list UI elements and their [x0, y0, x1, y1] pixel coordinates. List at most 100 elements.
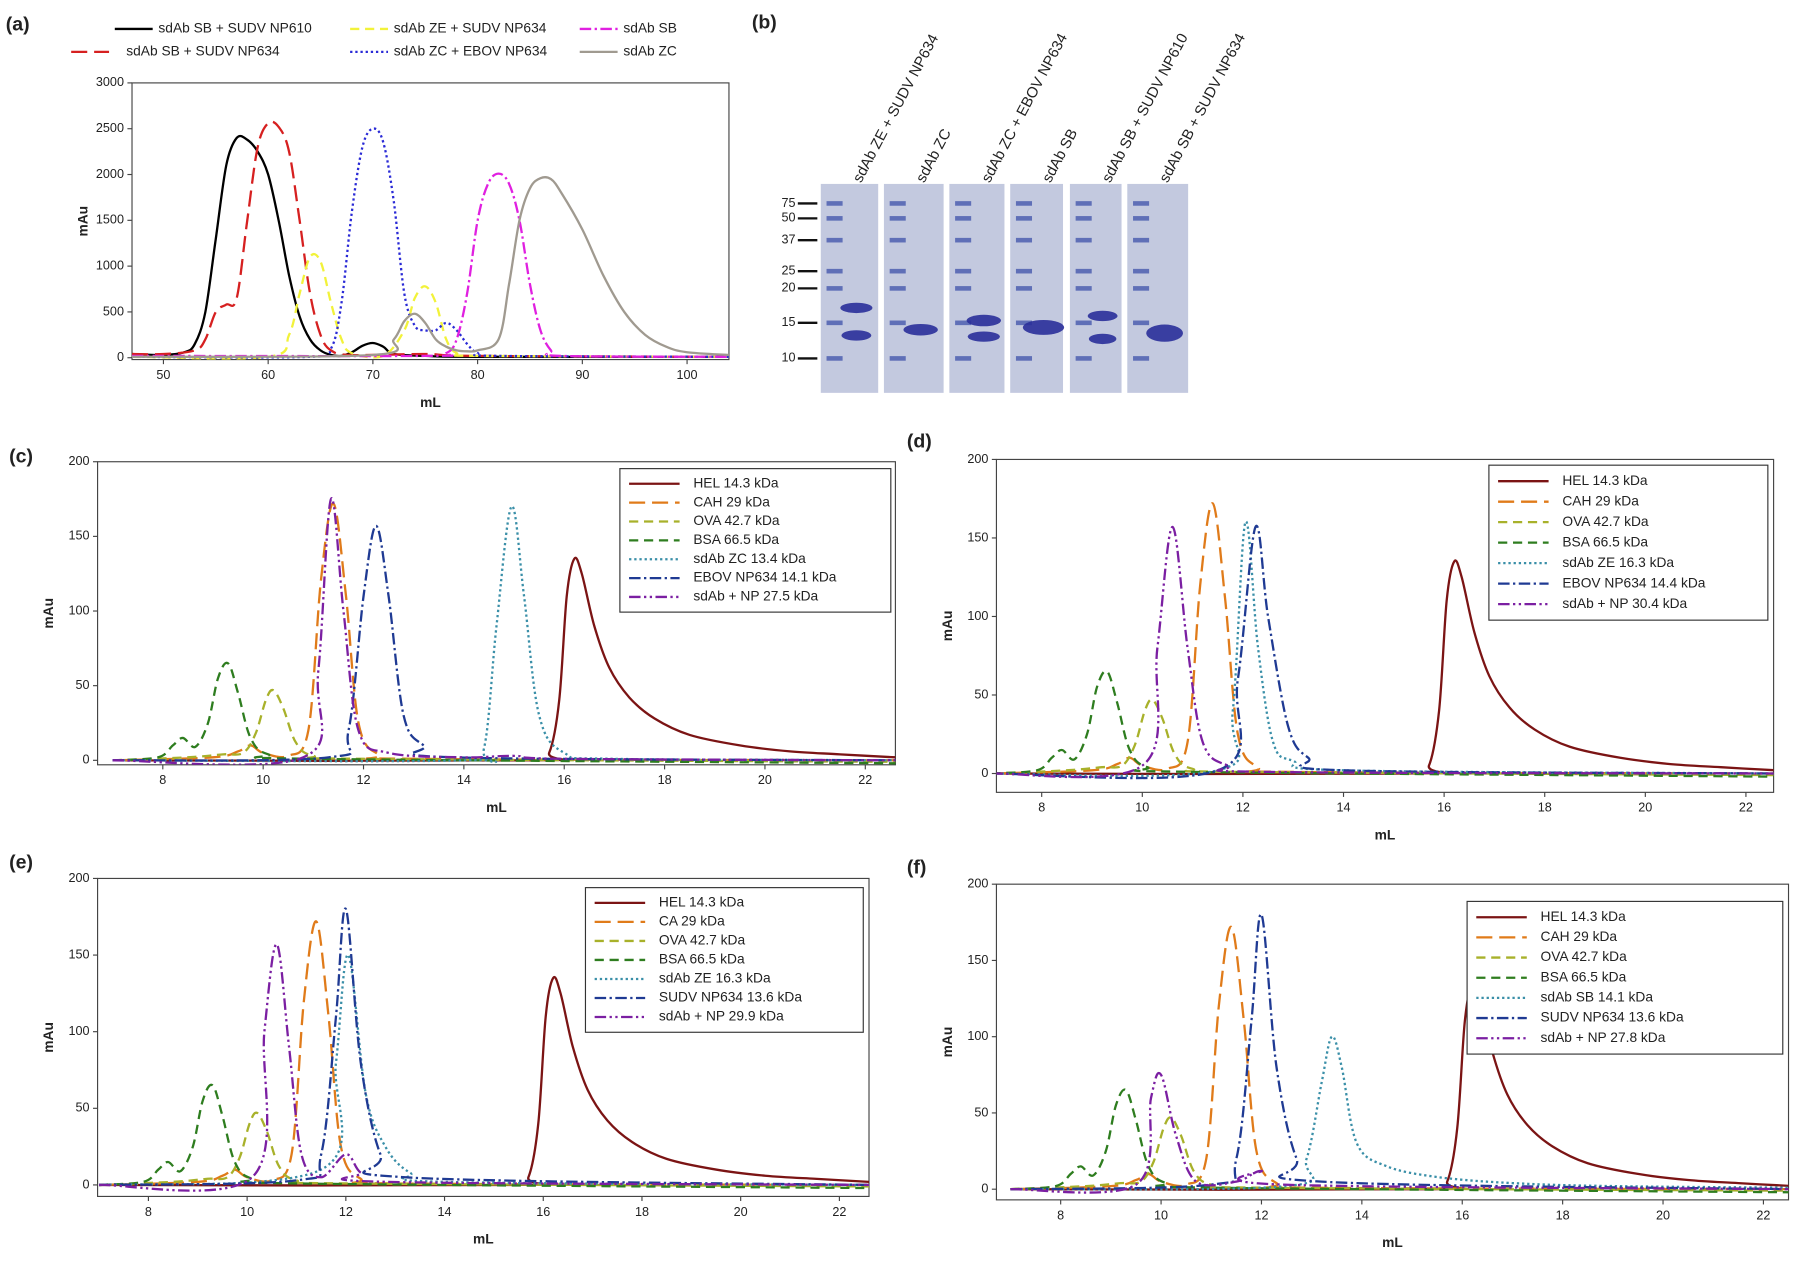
x-tick-label: 12: [339, 1205, 353, 1219]
x-tick-label: 60: [261, 368, 275, 382]
series-line: [132, 134, 729, 359]
y-tick-label: 200: [967, 452, 988, 466]
x-tick-label: 16: [1455, 1208, 1469, 1222]
y-tick-label: 2500: [96, 121, 124, 135]
x-tick-label: 10: [1154, 1208, 1168, 1222]
x-tick-label: 14: [1336, 801, 1350, 815]
ladder-band: [889, 201, 906, 206]
ladder-band: [889, 237, 906, 243]
ladder-band: [1075, 237, 1092, 243]
ladder-band: [955, 356, 972, 361]
series-group: [132, 120, 729, 360]
legend-label: SUDV NP634 13.6 kDa: [659, 990, 802, 1005]
series-line: [112, 502, 896, 762]
series-line: [99, 1111, 870, 1188]
x-tick-label: 18: [658, 773, 672, 787]
panel-label: (b): [752, 11, 777, 33]
legend-label: sdAb ZE + SUDV NP634: [394, 21, 547, 36]
marker-label: 25: [782, 263, 796, 277]
legend-label: sdAb + NP 29.9 kDa: [659, 1009, 784, 1024]
y-tick-label: 100: [967, 609, 988, 623]
y-axis-title: mAu: [75, 206, 90, 237]
legend-label: HEL 14.3 kDa: [1562, 473, 1648, 488]
ladder-band: [1133, 216, 1150, 221]
ladder-band: [1015, 237, 1033, 243]
legend-label: OVA 42.7 kDa: [659, 933, 746, 948]
x-tick-label: 70: [366, 368, 380, 382]
marker-label: 10: [782, 351, 796, 365]
ladder-band: [826, 216, 843, 221]
ladder-band: [889, 216, 906, 221]
ladder-band: [1133, 201, 1150, 206]
y-tick-label: 100: [68, 603, 89, 617]
legend-label: BSA 66.5 kDa: [1562, 534, 1648, 549]
x-tick-label: 14: [1355, 1208, 1369, 1222]
x-tick-label: 8: [145, 1205, 152, 1219]
lane-label: sdAb ZC: [913, 126, 955, 185]
y-axis-title: mAu: [940, 1027, 955, 1058]
legend-label: EBOV NP634 14.1 kDa: [693, 570, 836, 585]
legend-label: sdAb + NP 27.5 kDa: [693, 589, 818, 604]
legend-label: sdAb + NP 27.8 kDa: [1541, 1030, 1666, 1045]
x-tick-label: 90: [575, 368, 589, 382]
legend-label: sdAb SB 14.1 kDa: [1541, 990, 1654, 1005]
x-tick-label: 12: [1254, 1208, 1268, 1222]
y-tick-label: 200: [967, 877, 988, 891]
series-group: [996, 502, 1774, 780]
y-tick-label: 1000: [96, 258, 124, 272]
ladder-band: [1133, 356, 1150, 361]
panel-label: (e): [9, 852, 33, 874]
protein-band: [840, 302, 873, 314]
ladder-band: [1133, 320, 1150, 326]
panel-label: (a): [6, 14, 30, 36]
marker-label: 37: [782, 233, 796, 247]
series-line: [112, 497, 896, 765]
x-tick-label: 20: [1656, 1208, 1670, 1222]
ladder-band: [1075, 216, 1092, 221]
lane-label: sdAb SB: [1039, 126, 1081, 185]
y-tick-label: 150: [967, 953, 988, 967]
ladder-band: [1015, 356, 1033, 361]
y-tick-label: 50: [76, 1101, 90, 1115]
protein-band: [966, 314, 1002, 327]
plot-area: [131, 82, 730, 361]
y-tick-label: 500: [103, 304, 124, 318]
legend-label: HEL 14.3 kDa: [1541, 909, 1627, 924]
y-tick-label: 3000: [96, 75, 124, 89]
legend-label: sdAb + NP 30.4 kDa: [1562, 596, 1687, 611]
legend-label: CAH 29 kDa: [1541, 929, 1618, 944]
series-line: [132, 172, 729, 358]
series-line: [132, 252, 729, 360]
protein-band: [903, 323, 938, 336]
legend-label: HEL 14.3 kDa: [693, 475, 779, 490]
ladder-band: [889, 268, 906, 274]
ladder-band: [826, 286, 843, 291]
series-group: [112, 497, 896, 765]
ladder-band: [1075, 286, 1092, 291]
y-tick-label: 50: [974, 687, 988, 701]
series-group: [98, 907, 870, 1192]
ladder-band: [826, 201, 843, 206]
ladder-band: [1015, 320, 1033, 326]
legend-label: sdAb ZE 16.3 kDa: [659, 971, 771, 986]
y-axis-title: mAu: [41, 598, 56, 629]
ladder-band: [955, 216, 972, 221]
y-axis-title: mAu: [41, 1022, 56, 1053]
legend-label: sdAb ZE 16.3 kDa: [1562, 555, 1674, 570]
ladder-band: [889, 356, 906, 361]
protein-band: [1022, 319, 1065, 335]
ladder-band: [826, 356, 843, 361]
marker-label: 75: [782, 196, 796, 210]
x-tick-label: 50: [156, 368, 170, 382]
series-line: [132, 120, 729, 358]
y-tick-label: 150: [68, 947, 89, 961]
legend-label: BSA 66.5 kDa: [1541, 969, 1627, 984]
ladder-band: [955, 268, 972, 274]
series-line: [112, 505, 896, 764]
ladder-band: [1075, 356, 1092, 361]
ladder-band: [826, 237, 843, 243]
x-tick-label: 16: [536, 1205, 550, 1219]
ladder-band: [1133, 268, 1150, 274]
y-axis-title: mAu: [940, 611, 955, 642]
